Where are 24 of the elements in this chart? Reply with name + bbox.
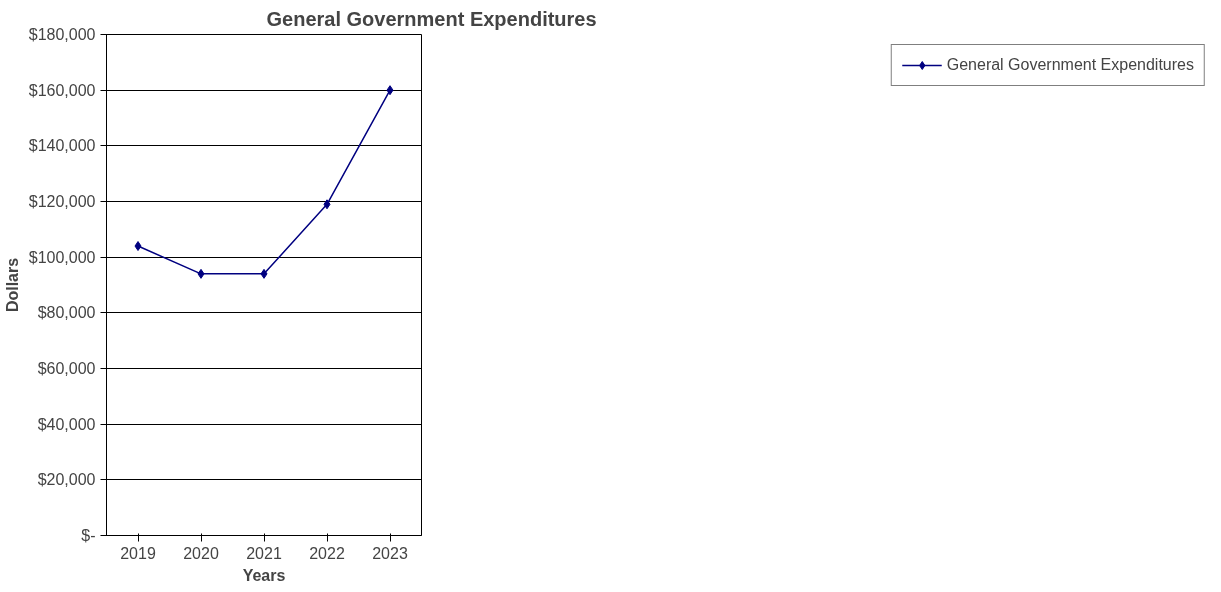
y-tick-label: $120,000 [28, 193, 96, 210]
y-tick-label: $60,000 [37, 360, 96, 377]
y-tick-label: $80,000 [37, 304, 96, 322]
x-tick-label: 2021 [246, 544, 282, 562]
point [260, 268, 268, 279]
y-tick-label: $- [81, 527, 96, 544]
point [134, 241, 142, 252]
y-tick-label: $40,000 [37, 415, 96, 433]
x-axis-title: Years [242, 566, 286, 584]
y-tick-label: $20,000 [37, 471, 96, 489]
x-tick-label: 2019 [120, 544, 156, 562]
y-tick-label: $180,000 [28, 26, 96, 43]
y-axis-title: Dollars [3, 257, 21, 313]
y-tick-label: $160,000 [28, 81, 96, 99]
x-tick-label: 2023 [372, 544, 408, 562]
x-tick-label: 2022 [309, 544, 345, 562]
y-tick-label: $140,000 [28, 137, 96, 155]
legend-label: General Government Expenditures [946, 56, 1194, 74]
chart-title: General Government Expenditures [266, 7, 597, 30]
point [386, 85, 394, 96]
point [323, 199, 331, 210]
point [197, 268, 205, 279]
x-tick-label: 2020 [183, 544, 219, 562]
y-tick-label: $100,000 [28, 248, 96, 266]
